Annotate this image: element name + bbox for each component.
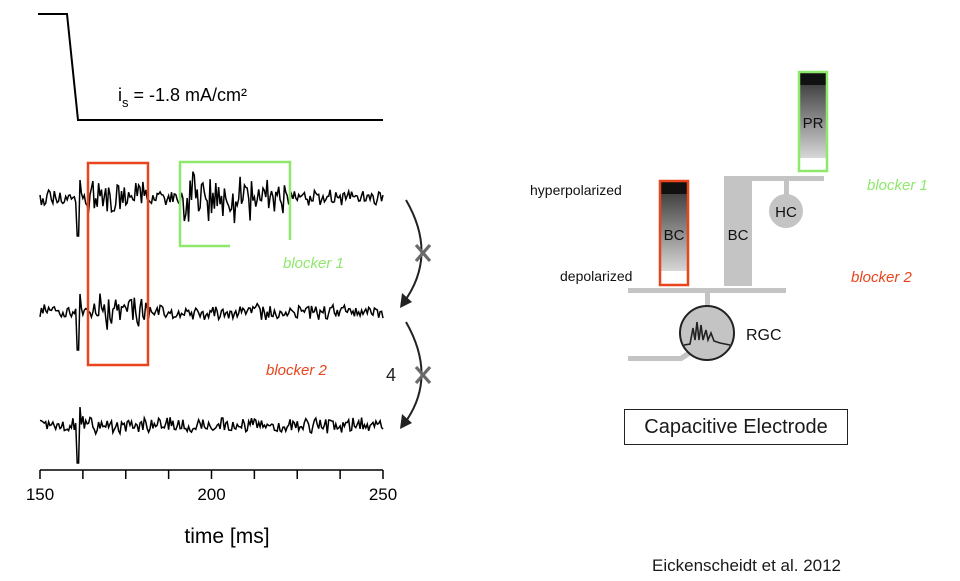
bipolar-cell-passive: BC	[724, 179, 752, 286]
svg-text:BC: BC	[728, 227, 749, 244]
recording-trace-1	[39, 171, 384, 237]
stray-mark: 4	[386, 365, 396, 385]
x-axis-label: time [ms]	[184, 525, 269, 548]
depolarized-label: depolarized	[560, 268, 632, 284]
blocked-x-icon-1	[414, 243, 432, 263]
tick-label-250: 250	[369, 485, 397, 504]
svg-text:BC: BC	[664, 227, 685, 244]
svg-text:RGC: RGC	[746, 327, 782, 344]
stimulus-label: is = -1.8 mA/cm²	[118, 85, 247, 110]
blocker1-label-right: blocker 1	[867, 177, 928, 194]
recording-trace-3	[39, 406, 384, 464]
blocker2-label-left: blocker 2	[266, 362, 328, 379]
hyperpolarized-label: hyperpolarized	[530, 182, 622, 198]
blocker1-window-bracket	[178, 160, 292, 248]
tick-label-150: 150	[26, 485, 54, 504]
svg-text:HC: HC	[775, 204, 797, 221]
blocker2-label-right: blocker 2	[851, 269, 913, 286]
bipolar-cell-active: BC	[658, 179, 690, 287]
retinal-ganglion-cell: RGC	[679, 305, 782, 361]
arrow-trace2-to-trace3	[403, 321, 423, 425]
stimulus-step-line	[38, 13, 383, 121]
recording-traces	[39, 171, 384, 464]
blocker1-label-left: blocker 1	[283, 255, 344, 272]
tick-label-200: 200	[197, 485, 225, 504]
arrowhead-1	[400, 293, 412, 308]
blocked-x-icon-2	[414, 365, 432, 385]
capacitive-electrode-box: Capacitive Electrode	[624, 409, 848, 445]
arrow-trace1-to-trace2	[403, 199, 423, 303]
time-axis: 150 200 250	[26, 469, 397, 504]
circuit-wiring	[628, 176, 824, 361]
horizontal-cell: HC	[769, 194, 803, 228]
blocker2-window-box	[86, 161, 150, 367]
recording-trace-2	[39, 293, 384, 351]
capacitive-electrode-label: Capacitive Electrode	[644, 415, 828, 438]
rgc-spike-trace	[683, 321, 731, 346]
svg-text:PR: PR	[803, 115, 824, 132]
citation: Eickenscheidt et al. 2012	[652, 556, 842, 575]
arrowhead-2	[400, 414, 412, 429]
photoreceptor-cell: PR	[797, 70, 829, 173]
